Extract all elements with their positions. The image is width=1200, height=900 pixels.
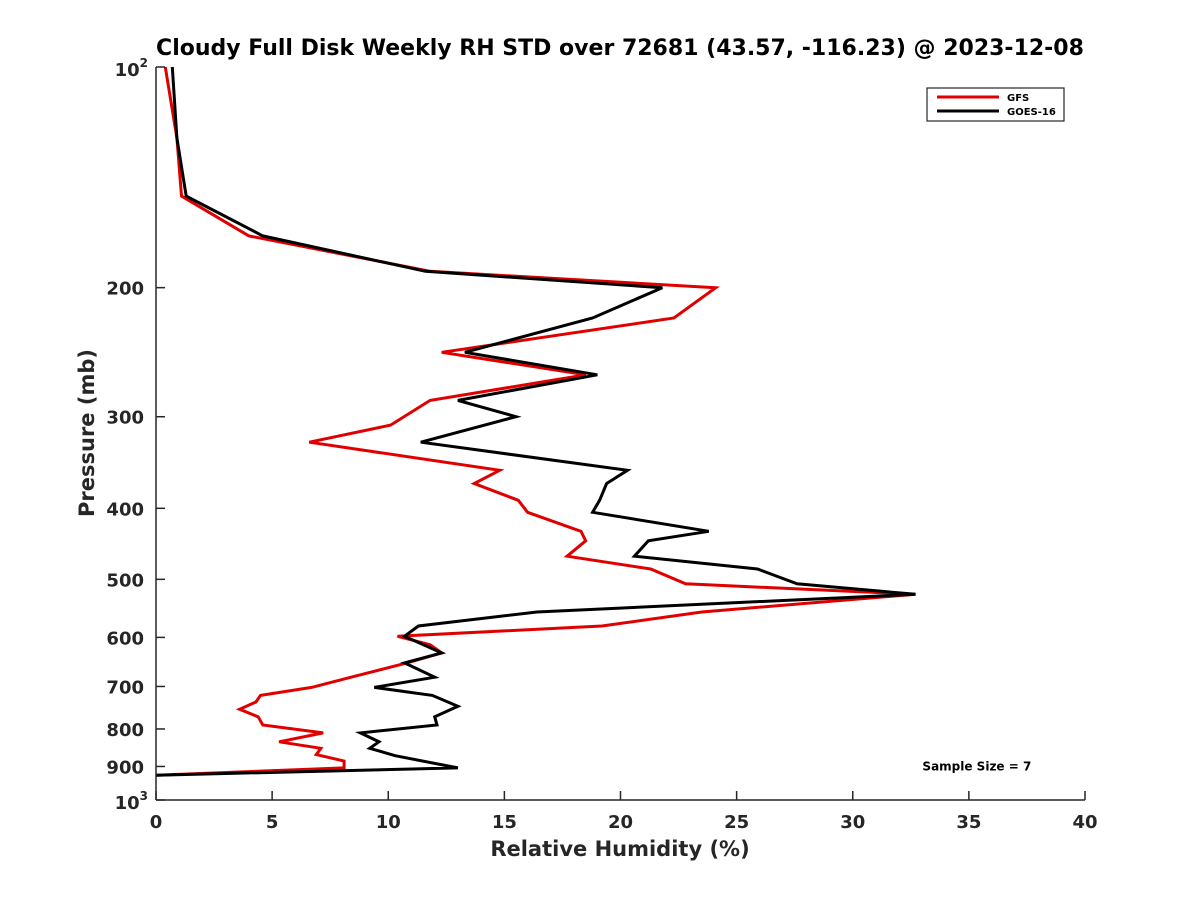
y-tick-label: 400 [106,499,144,520]
y-tick-label: 900 [106,757,144,778]
series-line-gfs [155,66,916,777]
x-tick-label: 35 [956,812,981,833]
x-tick-label: 15 [492,812,517,833]
y-tick-label: 800 [106,720,144,741]
x-tick-label: 5 [266,812,279,833]
x-tick-label: 25 [724,812,749,833]
y-tick-label: 102 [115,56,148,81]
series-layer [155,66,916,777]
x-tick-label: 30 [840,812,865,833]
annotation-layer: Sample Size = 7 [922,759,1031,773]
x-tick-label: 40 [1072,812,1097,833]
y-axis-label: Pressure (mb) [75,349,99,517]
y-tick-label: 700 [106,677,144,698]
sample-size-annotation: Sample Size = 7 [922,759,1031,773]
chart-title: Cloudy Full Disk Weekly RH STD over 7268… [156,36,1084,61]
y-tick-label: 600 [106,628,144,649]
legend-entry-label: GOES-16 [1007,107,1056,118]
series-line-goes-16 [155,66,916,777]
legend: GFS GOES-16 [926,87,1065,122]
y-tick-label: 500 [106,570,144,591]
legend-entry-label: GFS [1007,93,1029,104]
x-tick-label: 10 [376,812,401,833]
x-tick-label: 20 [608,812,633,833]
y-tick-label: 103 [115,789,148,814]
y-tick-label: 200 [106,279,144,300]
legend-box [926,87,1065,122]
x-axis-label: Relative Humidity (%) [490,837,749,861]
axes-layer: 0 5 10 15 20 25 30 35 40 102 200 300 400 500 600 700 800… [106,56,1097,833]
x-tick-label: 0 [150,812,163,833]
y-tick-label: 300 [106,408,144,429]
